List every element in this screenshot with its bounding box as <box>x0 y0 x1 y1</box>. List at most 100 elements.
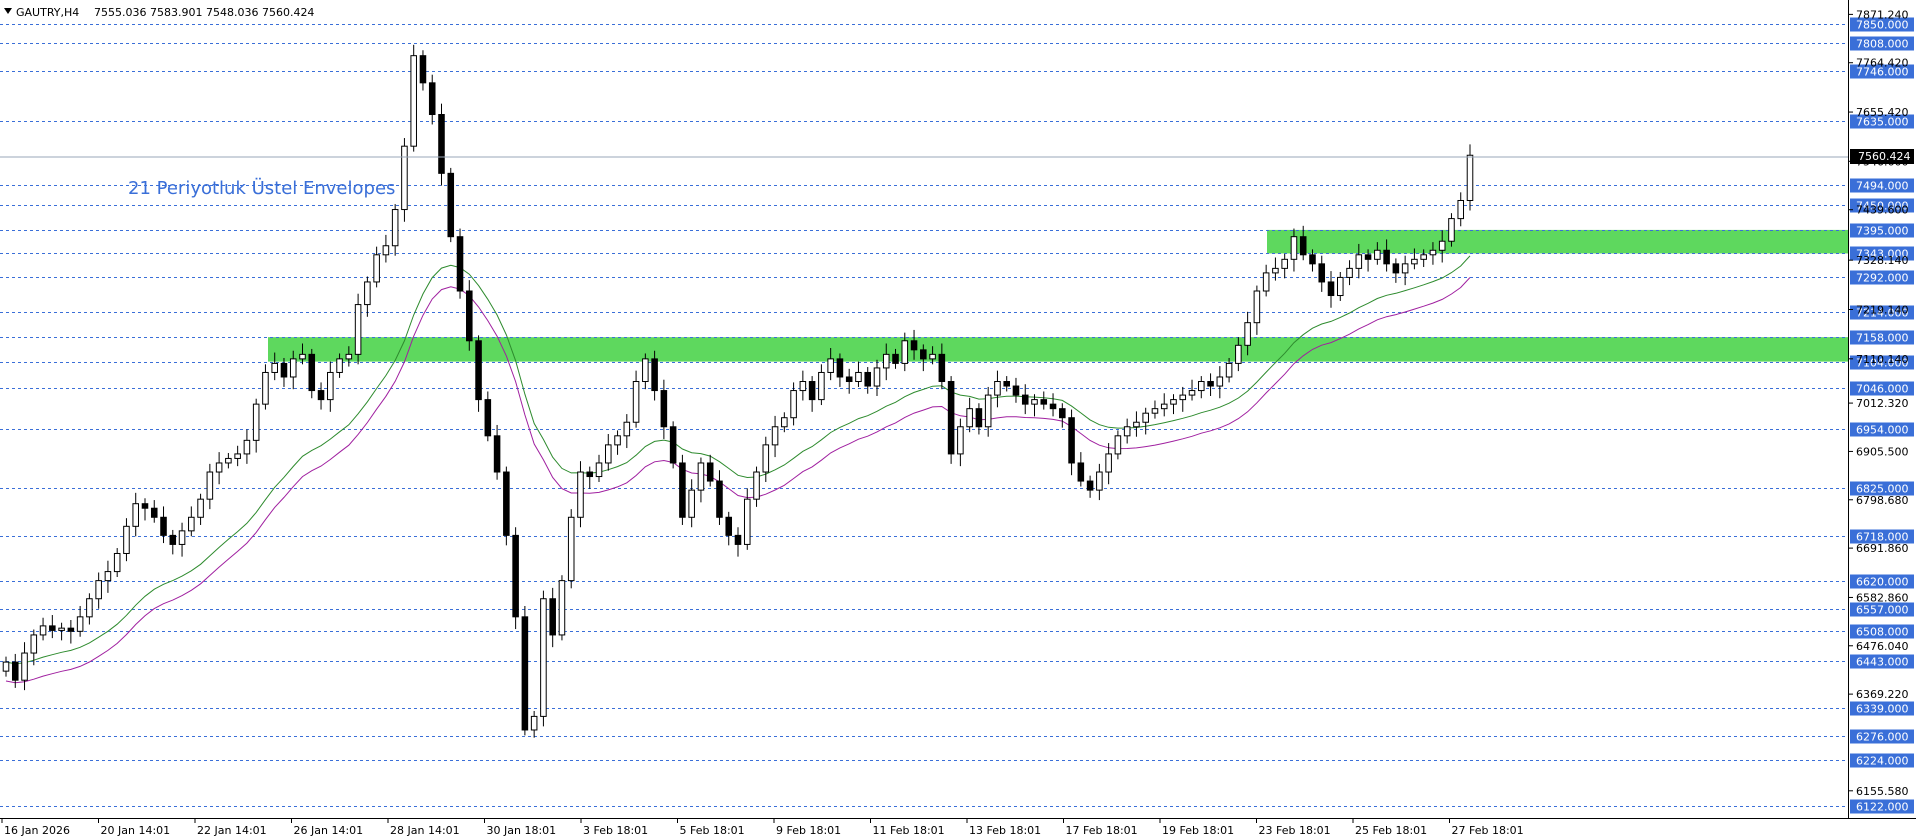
candle-106 <box>984 386 992 437</box>
candle-135 <box>1253 285 1261 335</box>
candle-body-126 <box>1170 399 1177 405</box>
candle-2 <box>21 642 28 691</box>
candle-body-95 <box>882 353 890 369</box>
candle-body-40 <box>373 254 380 283</box>
level-tag-23 <box>1850 799 1914 814</box>
current-price-tag <box>1850 149 1914 164</box>
candle-body-2 <box>21 652 28 681</box>
candle-86 <box>799 370 807 401</box>
price-tick-label-4: 7439.600 <box>1856 204 1909 217</box>
candle-17 <box>160 506 167 544</box>
candle-body-146 <box>1355 254 1363 269</box>
chart-menu-triangle-icon[interactable] <box>4 8 12 14</box>
candle-body-121 <box>1123 426 1131 437</box>
candle-82 <box>762 436 770 482</box>
candle-145 <box>1346 260 1353 286</box>
level-tag-13 <box>1850 422 1914 437</box>
price-tick-label-8: 7012.320 <box>1856 397 1909 410</box>
candle-body-152 <box>1411 258 1418 265</box>
candle-body-156 <box>1448 218 1455 242</box>
candle-body-69 <box>642 358 649 383</box>
candle-26 <box>243 429 251 464</box>
candle-body-7 <box>67 627 75 632</box>
candle-47 <box>438 103 445 186</box>
level-tag-5 <box>1850 198 1914 213</box>
candle-73 <box>679 454 686 525</box>
candle-103 <box>957 418 964 467</box>
level-tag-22 <box>1850 753 1914 768</box>
level-tag-label-20: 6339.000 <box>1856 703 1909 716</box>
candle-134 <box>1244 311 1251 356</box>
candle-114 <box>1059 403 1066 428</box>
candle-body-119 <box>1105 453 1112 473</box>
level-tag-label-10: 7158.000 <box>1856 332 1909 345</box>
time-label-5: 30 Jan 18:01 <box>487 824 557 837</box>
level-tag-7 <box>1850 246 1914 261</box>
candle-body-149 <box>1383 249 1390 265</box>
candle-40 <box>373 246 380 288</box>
candle-body-88 <box>818 371 825 401</box>
candle-133 <box>1235 337 1242 372</box>
candle-body-55 <box>512 534 519 618</box>
candle-body-4 <box>39 625 47 636</box>
candle-body-73 <box>679 462 686 518</box>
candle-76 <box>706 454 714 487</box>
candle-157 <box>1457 192 1465 227</box>
candle-11 <box>104 560 112 593</box>
candle-85 <box>790 382 797 426</box>
candle-body-14 <box>132 503 140 527</box>
candle-body-150 <box>1392 263 1400 274</box>
candle-body-59 <box>549 598 556 636</box>
level-tag-label-6: 7395.000 <box>1856 225 1909 238</box>
level-tag-9 <box>1850 305 1914 320</box>
candle-body-92 <box>855 371 862 383</box>
candle-81 <box>753 466 760 507</box>
candle-body-136 <box>1262 272 1270 292</box>
candle-body-151 <box>1401 263 1409 274</box>
candle-body-54 <box>503 471 510 536</box>
candle-66 <box>614 430 621 455</box>
candle-body-27 <box>252 403 260 441</box>
candle-body-124 <box>1151 408 1159 414</box>
candle-58 <box>540 590 547 727</box>
candle-body-5 <box>49 625 56 631</box>
candle-body-18 <box>169 534 177 545</box>
time-label-7: 5 Feb 18:01 <box>680 824 745 837</box>
candle-91 <box>845 368 853 394</box>
candle-3 <box>30 629 38 666</box>
price-tick-label-0: 7871.240 <box>1856 8 1909 21</box>
candle-body-89 <box>827 358 834 373</box>
level-tag-11 <box>1850 355 1914 370</box>
level-tag-label-22: 6224.000 <box>1856 755 1909 768</box>
candle-41 <box>382 234 390 263</box>
candle-body-115 <box>1068 417 1075 464</box>
level-tag-21 <box>1850 729 1914 744</box>
candle-113 <box>1049 393 1057 417</box>
candle-75 <box>697 457 705 503</box>
candle-body-16 <box>150 507 158 518</box>
candle-body-19 <box>178 530 186 545</box>
candle-body-21 <box>197 498 204 518</box>
candle-body-114 <box>1059 408 1066 419</box>
candle-12 <box>113 548 121 578</box>
candle-53 <box>493 424 501 480</box>
candle-body-61 <box>567 516 575 582</box>
candle-31 <box>289 350 297 390</box>
candle-125 <box>1160 393 1168 417</box>
candle-body-45 <box>419 55 427 84</box>
candle-64 <box>595 454 603 482</box>
candle-body-43 <box>401 145 408 211</box>
candle-body-70 <box>651 358 658 392</box>
level-tag-12 <box>1850 381 1914 396</box>
candle-body-35 <box>327 371 334 401</box>
candle-22 <box>206 463 214 510</box>
level-tag-label-17: 6557.000 <box>1856 604 1909 617</box>
candle-body-74 <box>688 489 695 518</box>
candle-body-157 <box>1457 199 1465 220</box>
candle-body-20 <box>188 516 195 532</box>
candle-body-148 <box>1374 249 1381 260</box>
price-tick-label-12: 6582.860 <box>1856 591 1909 604</box>
candle-61 <box>567 509 575 589</box>
candle-54 <box>503 466 510 546</box>
